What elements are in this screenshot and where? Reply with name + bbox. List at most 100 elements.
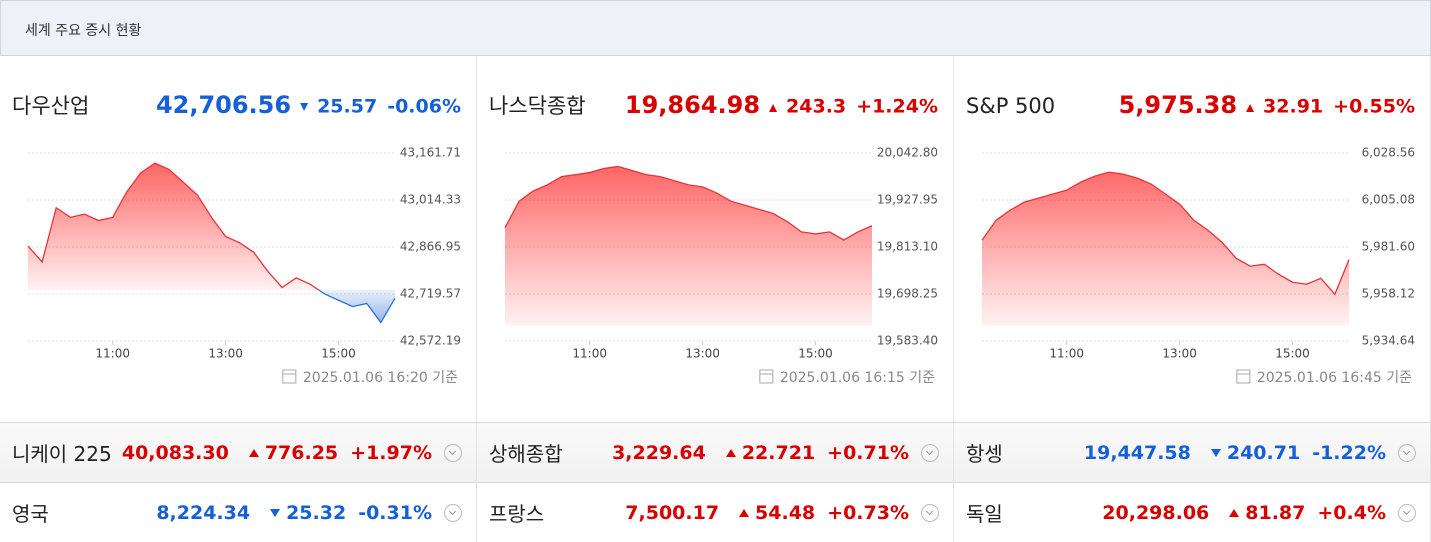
timestamp: 2025.01.06 16:45 기준 xyxy=(1257,370,1412,386)
price: 3,229.64 xyxy=(612,441,706,464)
change-pct: -1.22% xyxy=(1312,441,1386,464)
expand-button[interactable] xyxy=(1398,503,1416,522)
area-below xyxy=(28,289,395,323)
y-tick-label: 6,005.08 xyxy=(1362,193,1415,207)
change: 25.32 xyxy=(286,501,347,524)
change: 240.71 xyxy=(1226,441,1301,464)
x-tick-label: 15:00 xyxy=(1275,347,1310,361)
area-above xyxy=(28,163,319,290)
price: 20,298.06 xyxy=(1102,501,1210,524)
index-name: 상해종합 xyxy=(489,442,563,466)
arrow-up xyxy=(769,104,778,112)
y-tick-label: 43,161.71 xyxy=(400,146,461,160)
header: 세계 주요 증시 현황 xyxy=(0,0,1431,56)
timestamp: 2025.01.06 16:15 기준 xyxy=(780,370,935,386)
index-name: S&P 500 xyxy=(966,94,1055,118)
y-tick-label: 5,981.60 xyxy=(1362,240,1415,254)
x-tick-label: 15:00 xyxy=(321,347,356,361)
change-pct: +0.71% xyxy=(827,441,909,464)
y-tick-label: 42,572.19 xyxy=(400,334,461,348)
line-above xyxy=(981,171,1350,296)
change-pct: +0.73% xyxy=(827,501,909,524)
change: 32.91 xyxy=(1263,96,1323,118)
change-pct: +0.4% xyxy=(1317,501,1386,524)
y-tick-label: 19,927.95 xyxy=(877,193,938,207)
change-pct: +1.97% xyxy=(350,441,432,464)
x-tick-label: 11:00 xyxy=(572,347,607,361)
arrow-up xyxy=(725,448,736,457)
change: 81.87 xyxy=(1245,501,1306,524)
change-pct: -0.31% xyxy=(358,501,432,524)
change-pct: -0.06% xyxy=(387,96,461,118)
line-above xyxy=(27,162,320,290)
area-above xyxy=(982,172,1349,326)
y-tick-label: 6,028.56 xyxy=(1362,146,1415,160)
calendar-icon xyxy=(1236,369,1251,384)
price: 19,864.98 xyxy=(625,91,760,119)
change: 243.3 xyxy=(786,96,846,118)
panel-svg: 다우산업 -0.06% 25.57 42,706.56 43,161.71 43,014.… xyxy=(12,91,461,386)
index-panel: 나스닥종합 +1.24% 243.3 19,864.98 20,042.80 19,927… xyxy=(477,56,954,422)
calendar-icon xyxy=(759,369,774,384)
quote: 19,447.58 240.71 -1.22% xyxy=(1072,442,1386,464)
arrow-up xyxy=(248,448,259,457)
x-tick-label: 13:00 xyxy=(208,347,243,361)
change-pct: +0.55% xyxy=(1333,96,1415,118)
area-above xyxy=(505,166,872,326)
y-tick-label: 20,042.80 xyxy=(877,146,938,160)
line-above xyxy=(504,165,873,241)
y-tick-label: 5,934.64 xyxy=(1362,334,1415,348)
expand-button[interactable] xyxy=(444,443,462,462)
index-name: 항셍 xyxy=(966,442,1003,466)
expand-button[interactable] xyxy=(444,503,462,522)
expand-button[interactable] xyxy=(921,443,939,462)
index-name: 프랑스 xyxy=(489,502,545,526)
change: 22.721 xyxy=(741,441,816,464)
arrow-down xyxy=(1210,448,1221,457)
price: 19,447.58 xyxy=(1083,441,1191,464)
index-row: 니케이 225 40,083.30 776.25 +1.97% xyxy=(0,422,477,482)
index-row: 독일 20,298.06 81.87 +0.4% xyxy=(954,482,1431,542)
calendar-icon xyxy=(282,369,297,384)
change-pct: +1.24% xyxy=(856,96,938,118)
price: 5,975.38 xyxy=(1119,91,1237,119)
index-row: 영국 8,224.34 25.32 -0.31% xyxy=(0,482,477,542)
y-tick-label: 43,014.33 xyxy=(400,193,461,207)
panel-svg: 나스닥종합 +1.24% 243.3 19,864.98 20,042.80 19,927… xyxy=(489,91,938,386)
x-tick-label: 11:00 xyxy=(95,347,130,361)
index-panel: 다우산업 -0.06% 25.57 42,706.56 43,161.71 43,014.… xyxy=(0,56,477,422)
price: 40,083.30 xyxy=(121,441,229,464)
index-name: 니케이 225 xyxy=(12,442,112,466)
index-name: 영국 xyxy=(12,502,49,526)
index-row: 프랑스 7,500.17 54.48 +0.73% xyxy=(477,482,954,542)
line-below xyxy=(317,289,396,324)
price: 42,706.56 xyxy=(156,91,291,119)
index-panel: S&P 500 +0.55% 32.91 5,975.38 6,028.56 6,005.… xyxy=(954,56,1431,422)
arrow-up xyxy=(739,508,750,517)
arrow-down xyxy=(300,103,309,111)
arrow-down xyxy=(270,508,281,517)
expand-button[interactable] xyxy=(1398,443,1416,462)
quote: 8,224.34 25.32 -0.31% xyxy=(144,502,432,524)
index-name: 독일 xyxy=(966,502,1003,526)
panel-svg: S&P 500 +0.55% 32.91 5,975.38 6,028.56 6,005.… xyxy=(966,91,1415,386)
y-tick-label: 19,698.25 xyxy=(877,287,938,301)
x-tick-label: 13:00 xyxy=(1162,347,1197,361)
x-tick-label: 13:00 xyxy=(685,347,720,361)
y-tick-label: 42,719.57 xyxy=(400,287,461,301)
index-row: 상해종합 3,229.64 22.721 +0.71% xyxy=(477,422,954,482)
expand-button[interactable] xyxy=(921,503,939,522)
quote: 20,298.06 81.87 +0.4% xyxy=(1090,502,1386,524)
quote: 40,083.30 776.25 +1.97% xyxy=(110,442,432,464)
index-name: 나스닥종합 xyxy=(489,94,586,118)
quote: 3,229.64 22.721 +0.71% xyxy=(600,442,909,464)
index-row: 항셍 19,447.58 240.71 -1.22% xyxy=(954,422,1431,482)
x-tick-label: 11:00 xyxy=(1049,347,1084,361)
arrow-up xyxy=(1246,104,1255,112)
price: 7,500.17 xyxy=(625,501,720,524)
price: 8,224.34 xyxy=(156,501,251,524)
change: 776.25 xyxy=(264,441,339,464)
header-title: 세계 주요 증시 현황 xyxy=(25,23,142,39)
quote: 7,500.17 54.48 +0.73% xyxy=(613,502,909,524)
